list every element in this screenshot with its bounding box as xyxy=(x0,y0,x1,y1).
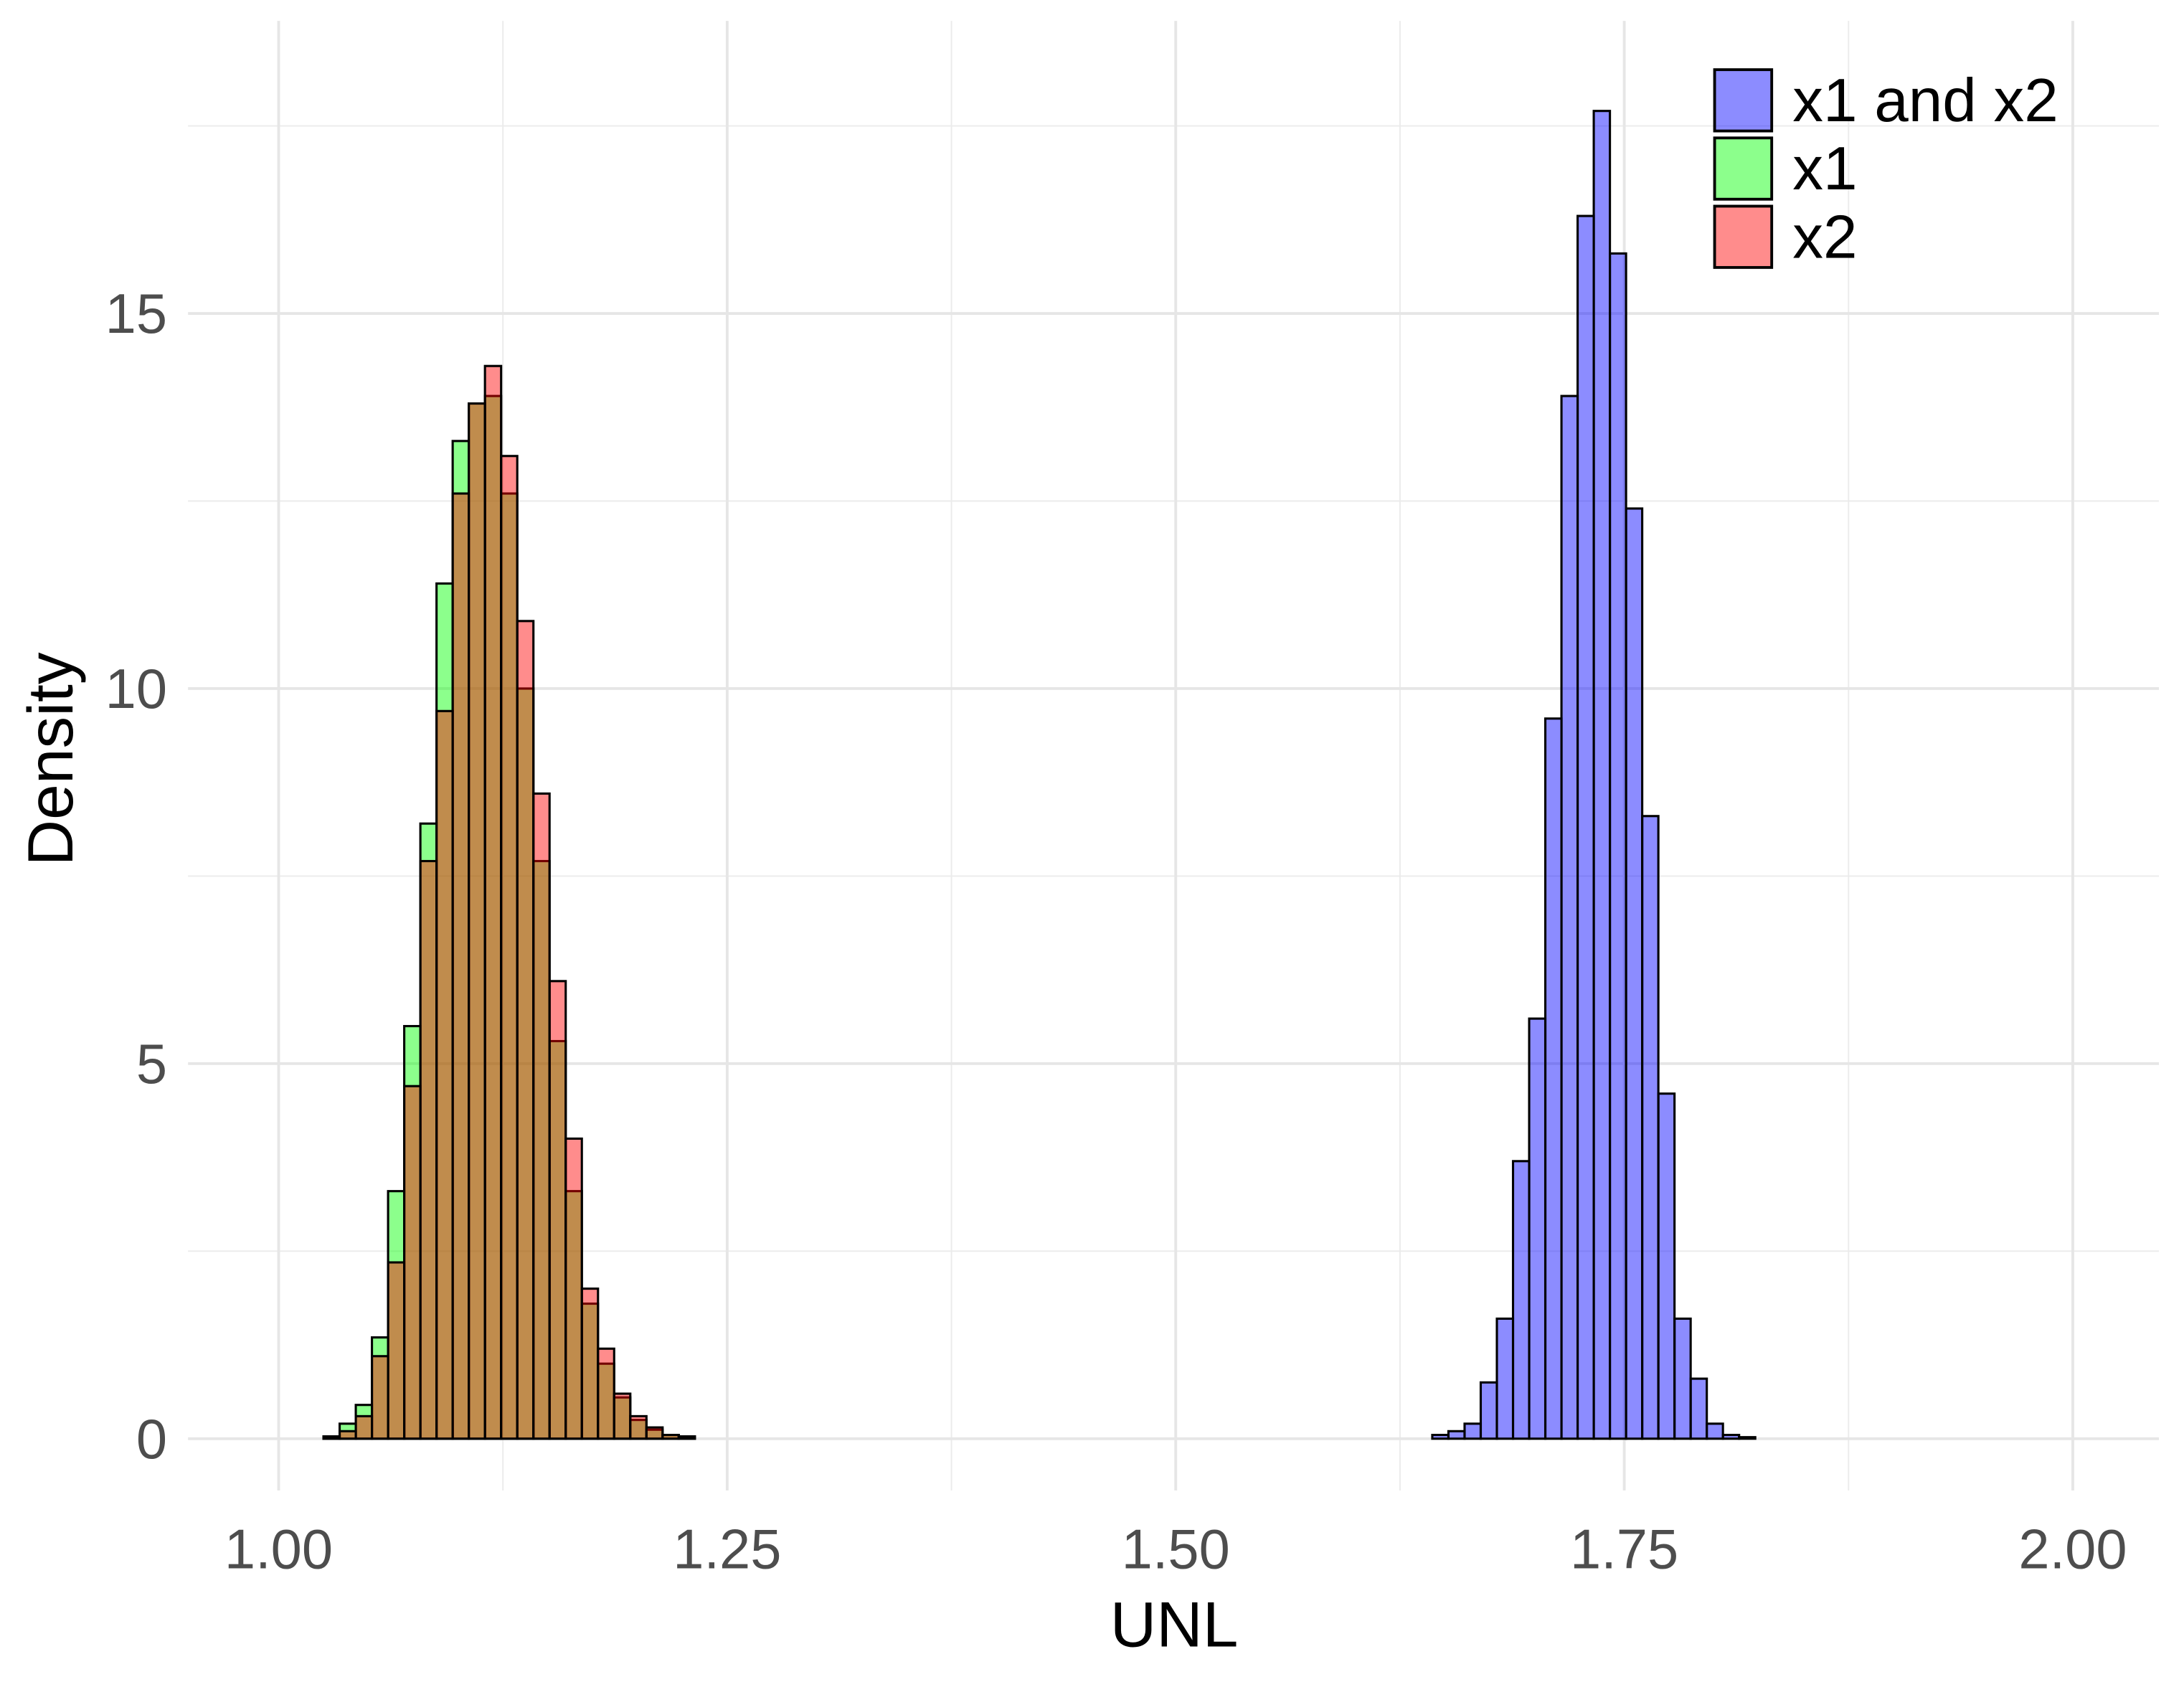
histogram-bar xyxy=(548,980,567,1440)
histogram-bar xyxy=(468,402,486,1440)
histogram-bar xyxy=(371,1355,389,1440)
histogram-bar xyxy=(1544,717,1563,1440)
histogram-bar xyxy=(532,792,551,1440)
histogram-bar xyxy=(1706,1422,1724,1440)
histogram-bar xyxy=(516,620,535,1440)
x-tick-label: 1.75 xyxy=(1570,1519,1678,1581)
histogram-bar xyxy=(1609,252,1627,1440)
histogram-bar xyxy=(1576,214,1595,1440)
histogram-bar xyxy=(1431,1433,1450,1440)
histogram-bar xyxy=(435,709,454,1440)
histogram-bar xyxy=(1657,1092,1676,1440)
histogram-bar xyxy=(1721,1433,1741,1440)
y-tick-label: 15 xyxy=(105,283,167,345)
histogram-bar xyxy=(1625,507,1644,1440)
histogram-bar xyxy=(322,1435,341,1440)
histogram-bar xyxy=(1463,1422,1483,1440)
histogram-bar xyxy=(1641,815,1660,1440)
histogram-bar xyxy=(564,1137,583,1440)
legend-label: x1 and x2 xyxy=(1792,67,2058,135)
histogram-bar xyxy=(629,1414,648,1440)
histogram-bar xyxy=(1738,1436,1757,1440)
y-tick-label: 10 xyxy=(105,658,167,720)
x-tick-label: 2.00 xyxy=(2018,1519,2127,1581)
x-tick-label: 1.50 xyxy=(1122,1519,1230,1581)
legend-label: x2 xyxy=(1792,203,1857,271)
histogram-bar xyxy=(645,1426,664,1440)
histogram-bar xyxy=(1689,1377,1708,1440)
histogram-bar xyxy=(1479,1381,1498,1440)
x-tick-label: 1.00 xyxy=(224,1519,333,1581)
y-tick-label: 5 xyxy=(136,1034,167,1095)
histogram-bar xyxy=(1511,1160,1531,1440)
histogram-bar xyxy=(613,1392,632,1440)
histogram-bar xyxy=(419,859,438,1440)
histogram-bar xyxy=(1447,1430,1466,1440)
histogram-bar xyxy=(403,1085,422,1440)
legend-key xyxy=(1713,136,1774,201)
x-axis-title: UNL xyxy=(1110,1588,1239,1660)
histogram-bar xyxy=(387,1261,406,1440)
y-tick-label: 0 xyxy=(136,1409,167,1470)
histogram-bar xyxy=(1592,110,1612,1440)
histogram-bar xyxy=(580,1288,600,1440)
y-axis-title: Density xyxy=(14,652,86,866)
histogram-bar xyxy=(1495,1317,1515,1440)
legend-key xyxy=(1713,68,1774,133)
x-tick-label: 1.25 xyxy=(673,1519,781,1581)
histogram-bar xyxy=(677,1435,696,1440)
histogram-bar xyxy=(1560,394,1579,1440)
histogram-bar xyxy=(597,1347,615,1440)
histogram-bar xyxy=(483,364,503,1440)
histogram-bar xyxy=(1528,1017,1547,1440)
legend-label: x1 xyxy=(1792,135,1857,203)
histogram-bar xyxy=(500,455,519,1440)
legend-key xyxy=(1713,204,1774,269)
histogram-bar xyxy=(338,1430,357,1440)
histogram-bar xyxy=(451,492,471,1440)
histogram-bar xyxy=(354,1414,374,1440)
histogram-bar xyxy=(661,1433,680,1440)
histogram-bar xyxy=(1673,1317,1692,1440)
